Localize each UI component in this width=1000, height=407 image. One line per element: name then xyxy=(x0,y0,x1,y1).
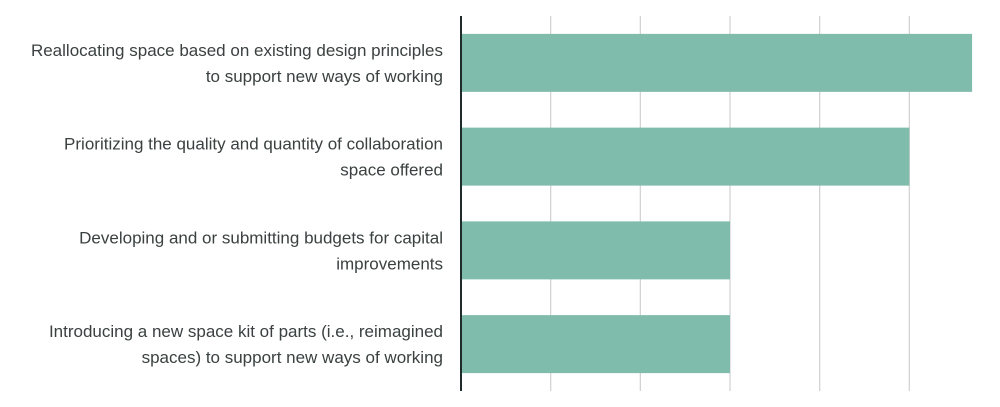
category-label-2-line-1: Prioritizing the quality and quantity of… xyxy=(64,135,443,154)
category-labels: Reallocating space based on existing des… xyxy=(31,41,443,367)
bar-2 xyxy=(461,127,910,186)
category-label-4-line-2: spaces) to support new ways of working xyxy=(142,348,443,367)
category-label-1-line-1: Reallocating space based on existing des… xyxy=(31,41,443,60)
category-label-3: Developing and or submitting budgets for… xyxy=(79,228,443,273)
category-label-1-line-2: to support new ways of working xyxy=(206,67,443,86)
category-label-4: Introducing a new space kit of parts (i.… xyxy=(49,322,443,367)
category-label-3-line-2: improvements xyxy=(336,254,443,273)
category-label-3-line-1: Developing and or submitting budgets for… xyxy=(79,228,443,247)
category-label-2-line-2: space offered xyxy=(340,161,443,180)
bar-1 xyxy=(461,33,973,92)
bars xyxy=(461,33,973,374)
bar-4 xyxy=(461,315,730,374)
bar-3 xyxy=(461,221,730,280)
category-label-2: Prioritizing the quality and quantity of… xyxy=(64,135,443,180)
category-label-4-line-1: Introducing a new space kit of parts (i.… xyxy=(49,322,443,341)
category-label-1: Reallocating space based on existing des… xyxy=(31,41,443,86)
